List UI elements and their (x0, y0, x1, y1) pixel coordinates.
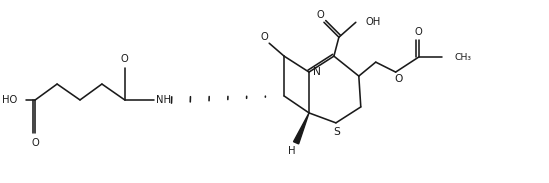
Text: O: O (316, 10, 324, 20)
Polygon shape (294, 113, 309, 144)
Text: O: O (31, 138, 39, 148)
Text: OH: OH (366, 17, 381, 27)
Text: NH: NH (156, 95, 171, 105)
Text: H: H (288, 146, 296, 156)
Text: O: O (394, 74, 403, 84)
Text: CH₃: CH₃ (455, 53, 472, 62)
Text: O: O (260, 32, 268, 42)
Text: S: S (333, 127, 340, 137)
Text: N: N (313, 67, 321, 77)
Text: O: O (121, 54, 128, 64)
Text: O: O (414, 27, 422, 37)
Text: HO: HO (2, 95, 17, 105)
